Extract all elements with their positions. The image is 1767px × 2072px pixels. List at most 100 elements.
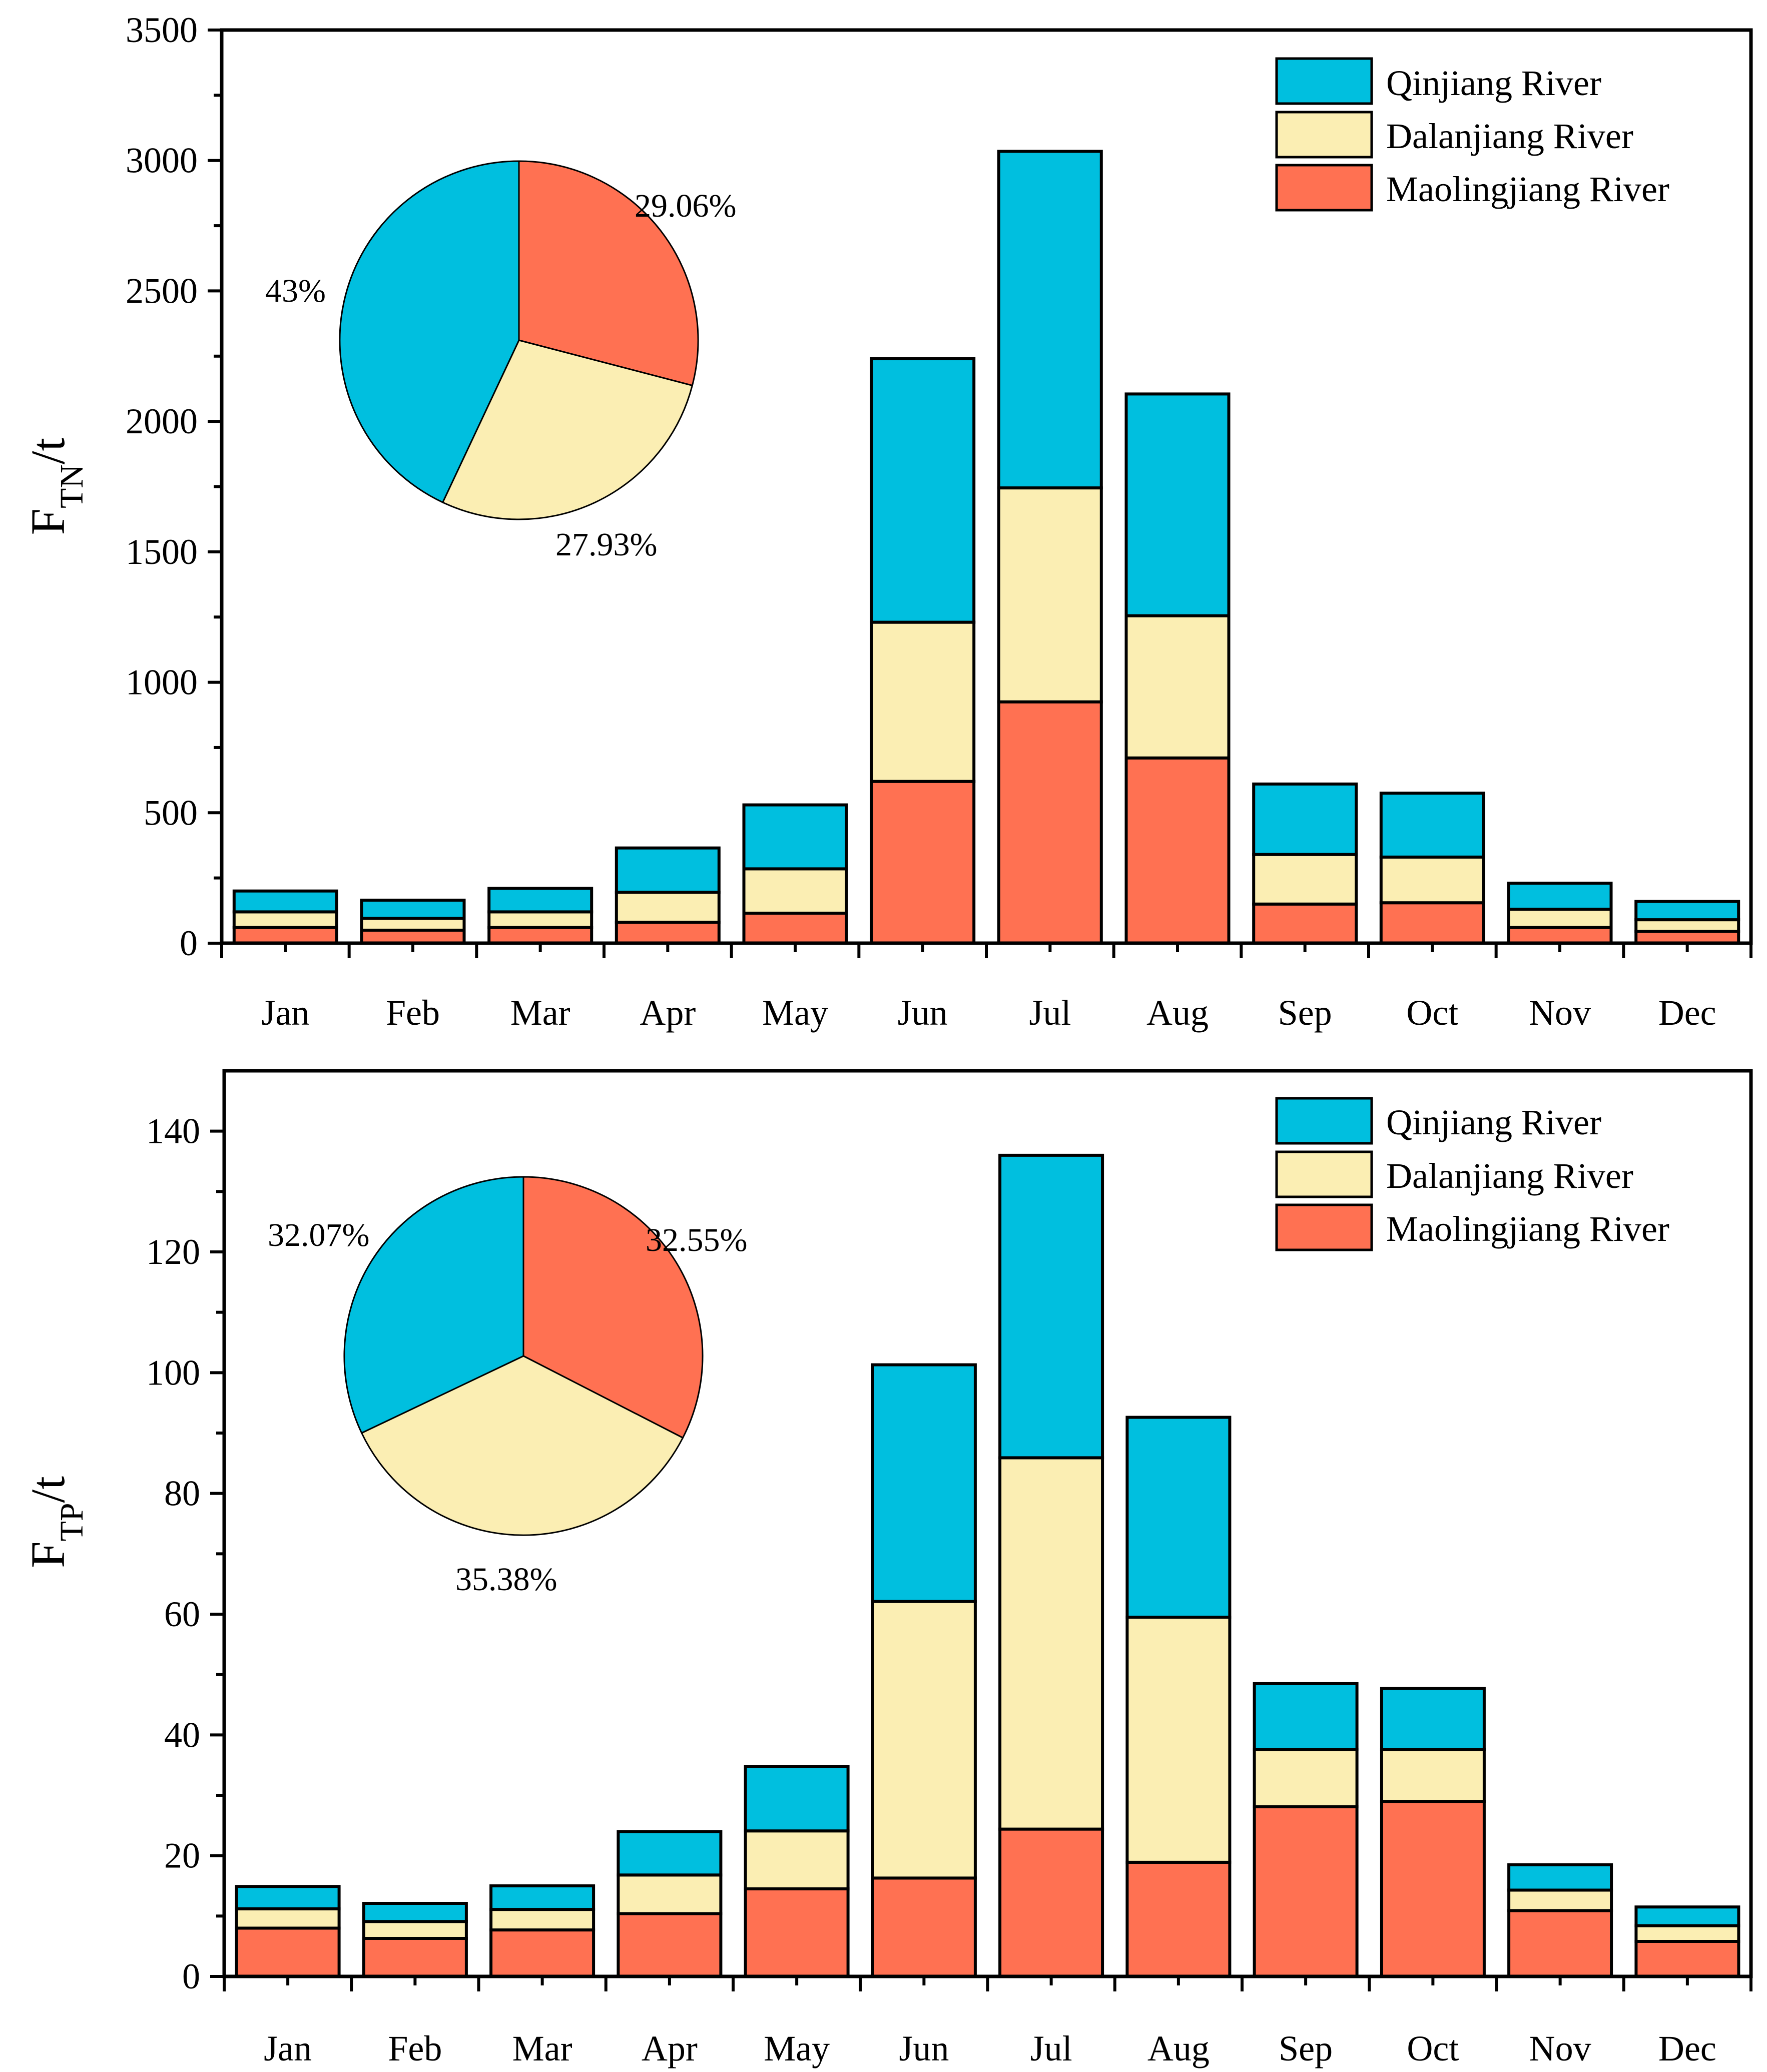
tn-bar-feb-maolingjiang xyxy=(360,928,466,945)
tn-bar-feb-dalanjiang xyxy=(360,917,466,932)
tn-pie-slice-qinjiang xyxy=(339,160,520,503)
tn-legend-swatch-qinjiang xyxy=(1275,57,1373,105)
tn-bar-sep-dalanjiang xyxy=(1252,853,1358,906)
tp-bar-mar-dalanjiang xyxy=(489,1908,596,1932)
tp-y-ticks: 0 20 40 60 80 100 120 140 xyxy=(146,1111,224,1996)
tn-y-tick-label: 0 xyxy=(180,923,198,963)
tp-x-label-mar: Mar xyxy=(512,2028,572,2068)
tp-bar-jan-qinjiang xyxy=(235,1885,341,1910)
tp-bar-nov-maolingjiang xyxy=(1507,1909,1613,1978)
tp-y-tick-label: 80 xyxy=(164,1474,200,1514)
tn-pie-slice-maolingjiang xyxy=(518,160,699,387)
tn-y-tick-label: 2000 xyxy=(126,401,198,441)
tn-x-label-may: May xyxy=(762,993,828,1033)
tn-pie-label-qinjiang: 43% xyxy=(265,273,326,309)
tp-y-tick-label: 100 xyxy=(146,1352,200,1393)
tp-x-label-dec: Dec xyxy=(1658,2028,1716,2068)
tn-legend-label-qinjiang: Qinjiang River xyxy=(1386,63,1601,103)
tn-bar-jul-dalanjiang xyxy=(997,486,1103,704)
tn-panel: 0 500 1000 1500 2000 2500 3000 3500 Jan Feb Mar Ap… xyxy=(21,10,1753,1033)
tp-x-label-aug: Aug xyxy=(1147,2028,1210,2068)
tn-bar-nov-maolingjiang xyxy=(1507,926,1613,945)
tn-y-axis-title: FTN/t xyxy=(21,437,90,535)
tp-bar-oct-dalanjiang xyxy=(1380,1748,1486,1803)
tp-bar-apr-qinjiang xyxy=(617,1830,723,1877)
tp-legend-swatch-qinjiang xyxy=(1275,1097,1373,1145)
tn-legend-label-dalanjiang: Dalanjiang River xyxy=(1386,116,1633,156)
tn-bar-jan-dalanjiang xyxy=(232,910,338,929)
tp-x-label-oct: Oct xyxy=(1407,2028,1459,2068)
tn-bar-nov-dalanjiang xyxy=(1507,908,1613,929)
tn-y-tick-label: 1500 xyxy=(126,532,198,572)
tn-bar-may-maolingjiang xyxy=(742,912,848,945)
tp-bar-apr-maolingjiang xyxy=(617,1912,723,1978)
tp-legend-swatch-dalanjiang xyxy=(1275,1150,1373,1198)
tn-x-label-sep: Sep xyxy=(1278,993,1332,1033)
tn-bar-aug-dalanjiang xyxy=(1124,614,1231,760)
tn-bar-aug-maolingjiang xyxy=(1124,756,1231,945)
tp-bar-dec-dalanjiang xyxy=(1634,1924,1740,1943)
tn-bar-jan-qinjiang xyxy=(232,889,338,914)
tp-bar-aug-qinjiang xyxy=(1125,1416,1232,1619)
tp-bar-feb-qinjiang xyxy=(362,1902,468,1923)
tp-bar-may-maolingjiang xyxy=(744,1887,850,1978)
tp-legend-swatch-maolingjiang xyxy=(1275,1203,1373,1251)
tn-bar-jul-maolingjiang xyxy=(997,700,1103,945)
tp-bar-feb-dalanjiang xyxy=(362,1920,468,1940)
tn-bar-oct-qinjiang xyxy=(1379,792,1485,859)
tp-bar-sep-maolingjiang xyxy=(1253,1805,1359,1978)
tp-x-label-jun: Jun xyxy=(899,2028,949,2068)
tn-pie-chart xyxy=(339,160,699,520)
tn-bar-apr-qinjiang xyxy=(615,846,721,894)
tp-legend-label-maolingjiang: Maolingjiang River xyxy=(1386,1209,1669,1249)
tp-x-label-may: May xyxy=(764,2028,830,2068)
tp-y-tick-label: 40 xyxy=(164,1715,200,1755)
tp-y-tick-label: 20 xyxy=(164,1836,200,1876)
tn-bar-oct-maolingjiang xyxy=(1379,901,1485,945)
tp-legend: Qinjiang River Dalanjiang River Maolingj… xyxy=(1275,1097,1669,1251)
tn-bar-jul-qinjiang xyxy=(997,150,1103,490)
tn-y-tick-label: 2500 xyxy=(126,271,198,311)
tp-pie-slice-qinjiang xyxy=(343,1176,524,1434)
tn-pie-slice-dalanjiang xyxy=(441,339,694,520)
tp-bar-jul-qinjiang xyxy=(998,1153,1104,1460)
tp-x-label-nov: Nov xyxy=(1529,2028,1591,2068)
tn-y-tick-label: 3500 xyxy=(126,10,198,50)
tp-bar-apr-dalanjiang xyxy=(617,1873,723,1915)
tp-bar-jun-dalanjiang xyxy=(871,1600,977,1880)
tp-x-label-apr: Apr xyxy=(642,2028,698,2068)
tn-bar-apr-dalanjiang xyxy=(615,891,721,924)
tp-pie-slice-dalanjiang xyxy=(360,1355,684,1536)
tp-bar-sep-qinjiang xyxy=(1253,1682,1359,1751)
tn-x-label-nov: Nov xyxy=(1529,993,1591,1033)
tp-x-label-feb: Feb xyxy=(388,2028,442,2068)
tn-y-tick-label: 1000 xyxy=(126,662,198,703)
tp-bar-may-qinjiang xyxy=(744,1765,850,1833)
tp-legend-label-dalanjiang: Dalanjiang River xyxy=(1386,1156,1633,1196)
tp-panel: 0 20 40 60 80 100 120 140 Jan Feb Mar Apr May Jun Jul… xyxy=(21,1069,1753,2068)
tp-pie-label-dalanjiang: 35.38% xyxy=(455,1561,557,1598)
tn-plot-frame xyxy=(220,28,1753,945)
tn-bar-dec-qinjiang xyxy=(1634,900,1740,922)
tp-pie-slice-maolingjiang xyxy=(522,1176,704,1439)
tn-x-label-aug: Aug xyxy=(1146,993,1209,1033)
tn-legend-swatch-dalanjiang xyxy=(1275,111,1373,159)
tn-x-label-jan: Jan xyxy=(261,993,309,1033)
tp-bar-jun-qinjiang xyxy=(871,1363,977,1603)
tp-x-label-jan: Jan xyxy=(264,2028,312,2068)
tp-bar-oct-maolingjiang xyxy=(1380,1800,1486,1978)
tp-bar-sep-dalanjiang xyxy=(1253,1748,1359,1808)
tp-bar-feb-maolingjiang xyxy=(362,1937,468,1978)
tn-bar-mar-qinjiang xyxy=(487,887,594,914)
tn-bar-may-dalanjiang xyxy=(742,867,848,915)
tp-bar-aug-maolingjiang xyxy=(1125,1860,1232,1978)
tn-bar-sep-qinjiang xyxy=(1252,782,1358,856)
tn-bar-nov-qinjiang xyxy=(1507,882,1613,911)
tn-bar-jun-maolingjiang xyxy=(870,780,976,945)
tp-y-tick-label: 0 xyxy=(182,1956,200,1996)
tp-pie-chart xyxy=(343,1176,704,1536)
tn-x-ticks: Jan Feb Mar Apr May Jun Jul Aug Sep Oct Nov Dec xyxy=(220,943,1752,1033)
tp-bar-dec-qinjiang xyxy=(1634,1905,1740,1927)
tp-bar-dec-maolingjiang xyxy=(1634,1940,1740,1978)
